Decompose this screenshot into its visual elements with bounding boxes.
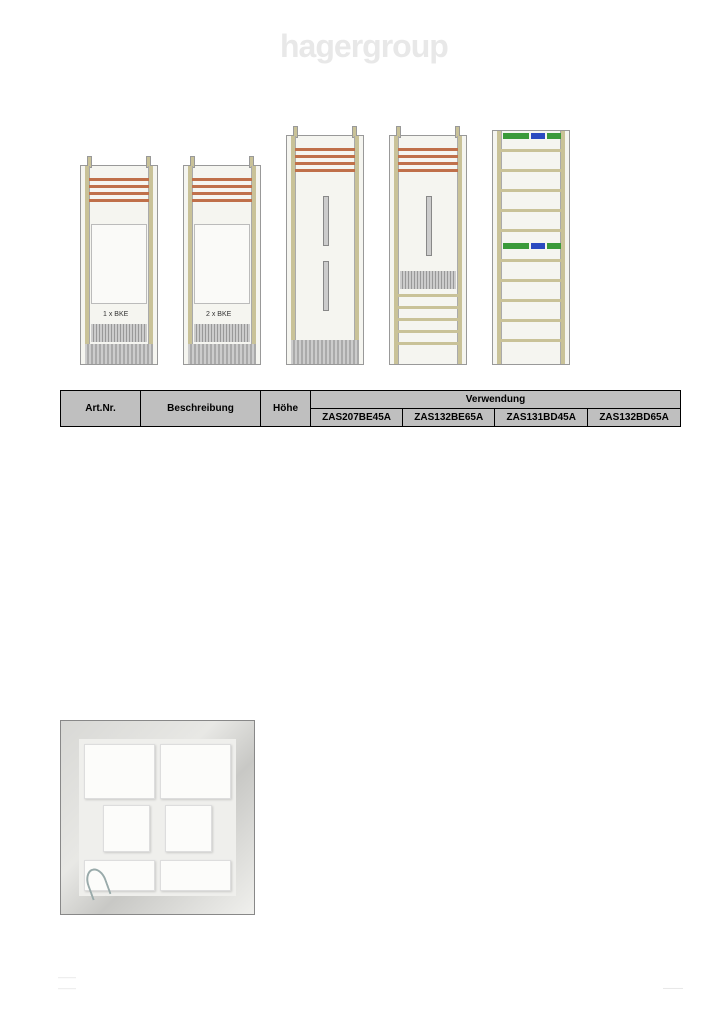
subcol-2: ZAS131BD45A	[495, 409, 588, 427]
subcol-1: ZAS132BE65A	[403, 409, 495, 427]
diagram-4	[389, 135, 467, 365]
col-verwendung: Verwendung	[311, 391, 681, 409]
diagram-5	[492, 130, 570, 365]
footer-right: ——	[663, 983, 683, 994]
col-beschreibung: Beschreibung	[141, 391, 261, 427]
parts-table: Art.Nr. Beschreibung Höhe Verwendung ZAS…	[60, 390, 681, 427]
col-hoehe: Höhe	[261, 391, 311, 427]
footer-left: —— ——	[58, 972, 76, 994]
diagram-1-label: 1 x BKE	[103, 311, 128, 318]
subcol-3: ZAS132BD65A	[588, 409, 681, 427]
diagram-2-label: 2 x BKE	[206, 311, 231, 318]
diagram-2: 2 x BKE	[183, 165, 261, 365]
subcol-0: ZAS207BE45A	[311, 409, 403, 427]
diagram-1: 1 x BKE	[80, 165, 158, 365]
product-diagrams-row: 1 x BKE 2 x BKE	[80, 130, 671, 365]
col-artnr: Art.Nr.	[61, 391, 141, 427]
diagram-3	[286, 135, 364, 365]
product-photo	[60, 720, 255, 915]
brand-logo: hagergroup	[280, 28, 470, 68]
